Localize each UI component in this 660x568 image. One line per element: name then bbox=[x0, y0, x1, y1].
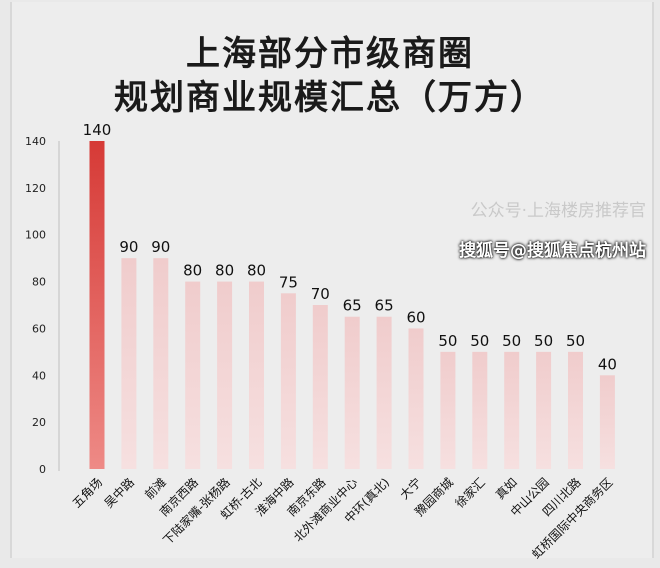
data-label: 65 bbox=[343, 297, 362, 315]
data-label: 60 bbox=[406, 308, 425, 326]
bar bbox=[599, 375, 615, 469]
data-label: 80 bbox=[183, 262, 202, 280]
x-tick-label: 前滩 bbox=[141, 475, 169, 503]
y-tick-label: 100 bbox=[25, 229, 46, 242]
y-tick-label: 40 bbox=[32, 369, 46, 382]
x-tick-label: 五角场 bbox=[70, 475, 105, 510]
data-label: 40 bbox=[598, 355, 617, 373]
bar bbox=[472, 351, 488, 469]
data-label: 90 bbox=[119, 238, 138, 256]
bar bbox=[376, 316, 392, 469]
chart-title-line1: 上海部分市级商圈 bbox=[186, 34, 474, 74]
y-tick-label: 140 bbox=[25, 135, 46, 148]
data-label: 70 bbox=[311, 285, 330, 303]
x-tick-label: 真如 bbox=[492, 475, 520, 503]
bar bbox=[504, 351, 520, 469]
data-label: 80 bbox=[247, 262, 266, 280]
bar bbox=[440, 351, 456, 469]
x-tick-label: 徐家汇 bbox=[452, 475, 488, 511]
data-label: 50 bbox=[566, 332, 585, 350]
watermark: 搜狐号@搜狐焦点杭州站 bbox=[459, 241, 646, 261]
bar bbox=[568, 351, 583, 469]
data-label: 80 bbox=[215, 262, 234, 280]
watermark-faint: 公众号·上海楼房推荐官 bbox=[470, 201, 646, 221]
bar bbox=[185, 281, 201, 469]
y-tick-label: 120 bbox=[25, 182, 46, 195]
data-label: 65 bbox=[375, 297, 394, 315]
y-tick-label: 60 bbox=[32, 322, 46, 335]
data-label: 90 bbox=[151, 238, 170, 256]
bar bbox=[344, 316, 360, 469]
data-label: 140 bbox=[83, 121, 112, 139]
chart-title-line2: 规划商业规模汇总（万方） bbox=[114, 78, 546, 118]
bar bbox=[249, 281, 264, 469]
data-label: 50 bbox=[438, 332, 457, 350]
bar bbox=[536, 351, 552, 469]
bar bbox=[312, 305, 328, 469]
bar bbox=[121, 258, 137, 469]
bar bbox=[89, 141, 105, 469]
x-tick-label: 大宁 bbox=[397, 475, 425, 503]
bar bbox=[280, 293, 296, 469]
x-tick-label: 吴中路 bbox=[101, 475, 137, 511]
bar bbox=[153, 258, 169, 469]
y-tick-label: 20 bbox=[32, 416, 46, 429]
data-label: 50 bbox=[534, 332, 553, 350]
y-tick-label: 80 bbox=[32, 276, 46, 289]
data-label: 75 bbox=[279, 273, 298, 291]
bar bbox=[217, 281, 233, 469]
data-label: 50 bbox=[470, 332, 489, 350]
data-label: 50 bbox=[502, 332, 521, 350]
y-tick-label: 0 bbox=[39, 463, 46, 476]
bar bbox=[408, 328, 424, 469]
